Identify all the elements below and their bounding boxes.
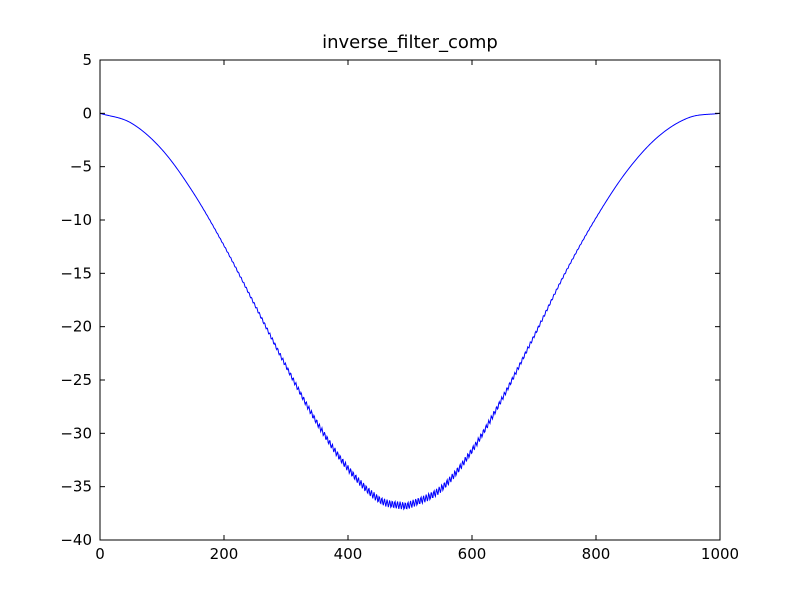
y-tick-label: −30 — [60, 424, 92, 442]
y-tick-label: −40 — [60, 531, 92, 549]
series-line-0 — [99, 112, 721, 511]
chart-title: inverse_filter_comp — [322, 32, 498, 53]
x-tick-label: 600 — [458, 545, 487, 563]
y-tick-label: 0 — [82, 104, 92, 122]
y-tick-label: −20 — [60, 318, 92, 336]
axes-frame — [99, 59, 721, 541]
y-tick-label: 5 — [82, 51, 92, 69]
y-tick-label: −35 — [60, 478, 92, 496]
plot-area — [99, 112, 721, 511]
y-axis: 5 0 −5 −10 −15 −20 −25 −30 −35 −40 — [60, 51, 720, 549]
y-tick-label: −15 — [60, 264, 92, 282]
y-tick-label: −25 — [60, 371, 92, 389]
y-tick-label: −5 — [70, 158, 92, 176]
x-tick-label: 200 — [210, 545, 239, 563]
x-axis: 0 200 400 600 800 1000 — [95, 60, 739, 563]
x-tick-label: 400 — [334, 545, 363, 563]
x-tick-label: 1000 — [701, 545, 739, 563]
y-tick-label: −10 — [60, 211, 92, 229]
x-tick-label: 0 — [95, 545, 105, 563]
x-tick-label: 800 — [582, 545, 611, 563]
